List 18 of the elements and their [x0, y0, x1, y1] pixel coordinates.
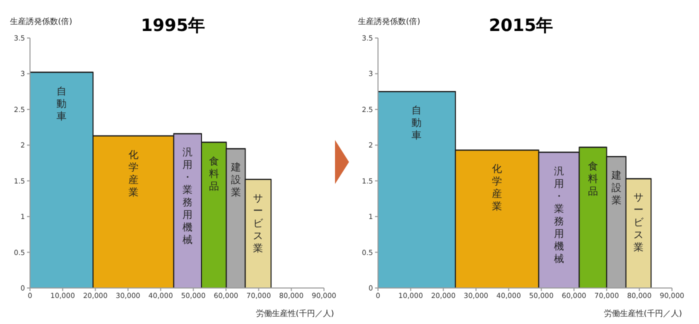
- annotation: 化学産業: [492, 163, 502, 213]
- annotation: 自動車: [412, 104, 422, 142]
- x-axis-title: 労働生産性(千円／人): [604, 308, 682, 319]
- annotation: サービス業: [253, 193, 264, 254]
- chart-title: 1995年: [140, 16, 206, 36]
- annotation: 建設業: [610, 170, 622, 207]
- y-axis-title: 生産誘発係数(倍): [358, 16, 420, 27]
- annotation: 汎用・業務用機械: [182, 146, 193, 246]
- annotation: 汎用・業務用機械: [554, 165, 564, 265]
- y-axis-title: 生産誘発係数(倍): [10, 16, 72, 27]
- annotation: 食料品: [588, 160, 598, 198]
- annotation: 建設業: [230, 162, 241, 199]
- chart-title: 2015年: [488, 16, 554, 36]
- annotation: 食料品: [208, 155, 219, 192]
- annotation: サービス業: [634, 192, 645, 254]
- annotation: 自動車: [56, 85, 67, 122]
- x-axis-title: 労働生産性(千円／人): [256, 308, 334, 319]
- annotation: 化学産業: [128, 148, 138, 198]
